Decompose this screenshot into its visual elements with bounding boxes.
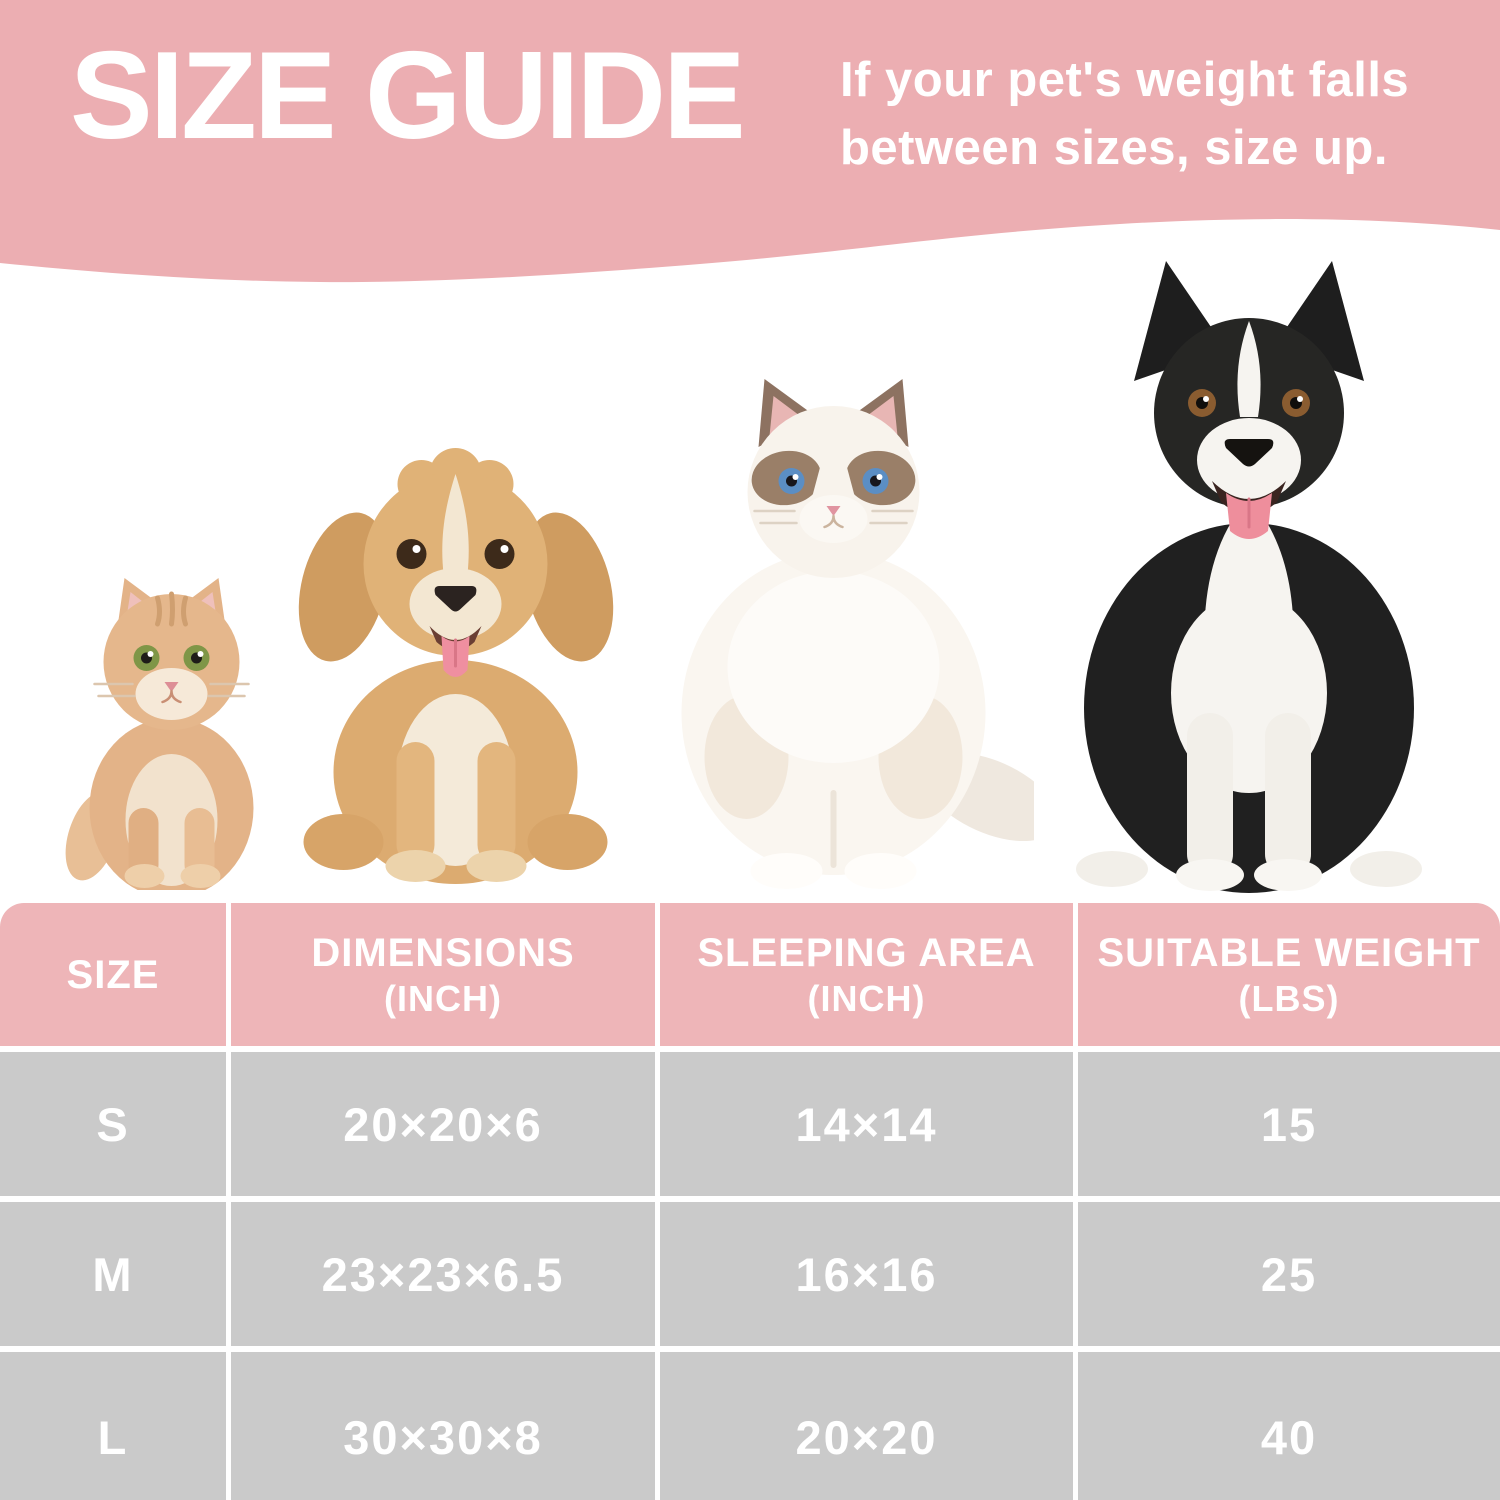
border-collie-image	[1076, 261, 1422, 893]
note-line-2: between sizes, size up.	[840, 120, 1388, 175]
column-header-suitable-weight-label: SUITABLE WEIGHT	[1097, 930, 1481, 975]
column-header-size-label: SIZE	[66, 952, 160, 997]
column-header-size: SIZE	[0, 903, 226, 1046]
column-header-sleeping-area-label: SLEEPING AREA	[697, 930, 1036, 975]
row-s-sleeping-area: 14×14	[660, 1052, 1073, 1196]
ragdoll-cat-image	[681, 379, 1034, 889]
pink-wave-background	[0, 0, 1500, 283]
row-s-dimensions: 20×20×6	[231, 1052, 655, 1196]
row-l-dimensions: 30×30×8	[231, 1352, 655, 1500]
row-m-sleeping-area: 16×16	[660, 1202, 1073, 1346]
row-m-dimensions: 23×23×6.5	[231, 1202, 655, 1346]
row-l-suitable-weight: 40	[1078, 1352, 1500, 1500]
row-s-size: S	[0, 1052, 226, 1196]
row-m-size: M	[0, 1202, 226, 1346]
page-title: SIZE GUIDE	[70, 27, 746, 165]
column-header-dimensions-label: DIMENSIONS	[311, 930, 575, 975]
size-up-note: If your pet's weight falls between sizes,…	[840, 47, 1409, 182]
row-l-sleeping-area: 20×20	[660, 1352, 1073, 1500]
note-line-1: If your pet's weight falls	[840, 53, 1410, 107]
size-table: SIZE DIMENSIONS (INCH) SLEEPING AREA (IN…	[0, 903, 1500, 1500]
row-l-size: L	[0, 1352, 226, 1500]
ginger-kitten-image	[65, 578, 254, 890]
column-header-suitable-weight-sub: (LBS)	[1238, 977, 1340, 1019]
column-header-sleeping-area: SLEEPING AREA (INCH)	[660, 903, 1073, 1046]
tan-puppy-image	[298, 448, 614, 884]
column-header-dimensions-sub: (INCH)	[384, 977, 502, 1019]
row-m-suitable-weight: 25	[1078, 1202, 1500, 1346]
column-header-sleeping-area-sub: (INCH)	[807, 977, 926, 1019]
column-header-suitable-weight: SUITABLE WEIGHT (LBS)	[1078, 903, 1500, 1046]
column-header-dimensions: DIMENSIONS (INCH)	[231, 903, 655, 1046]
row-s-suitable-weight: 15	[1078, 1052, 1500, 1196]
